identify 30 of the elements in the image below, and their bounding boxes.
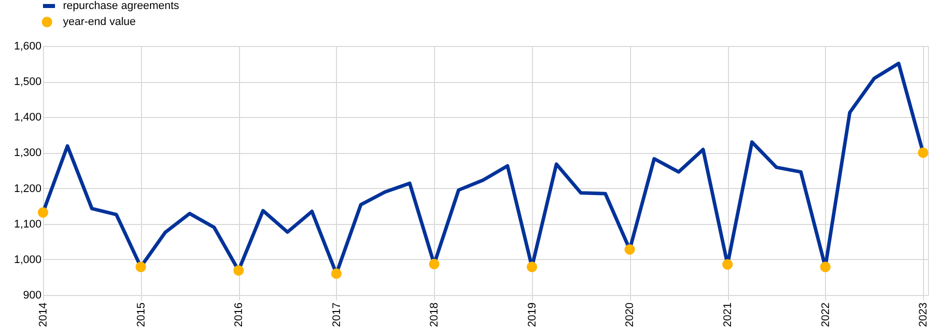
x-tick-label: 2018 (428, 302, 441, 327)
y-tick-label: 1,000 (14, 254, 42, 266)
x-tick-label: 2020 (624, 302, 636, 327)
y-tick-label: 1,200 (14, 182, 42, 195)
point (136, 262, 146, 272)
point (722, 259, 733, 270)
point (233, 265, 244, 276)
y-tick-label: 1,400 (14, 112, 42, 124)
point (526, 262, 538, 272)
point (820, 262, 831, 272)
legend-label: repurchase agreements (63, 0, 180, 12)
y-tick-label: 1,600 (14, 40, 42, 52)
x-tick-label: 2019 (526, 302, 538, 327)
x-tick-label: 2016 (233, 302, 246, 327)
y-tick-label: 1,500 (14, 76, 42, 88)
point (38, 207, 48, 218)
y-tick-label: 900 (23, 290, 42, 302)
point (428, 258, 440, 270)
x-tick-label: 2023 (918, 302, 930, 327)
legend-label: year-end value (63, 16, 136, 28)
point (331, 268, 342, 279)
x-tick-label: 2017 (330, 302, 343, 327)
point (918, 147, 928, 158)
x-tick-label: 2014 (38, 302, 50, 327)
y-tick-label: 1,100 (14, 218, 42, 230)
x-tick-label: 2022 (820, 302, 832, 327)
x-tick-label: 2015 (135, 302, 148, 327)
y-tick-label: 1,300 (14, 147, 42, 160)
x-tick-label: 2021 (722, 302, 734, 327)
point (624, 244, 635, 255)
